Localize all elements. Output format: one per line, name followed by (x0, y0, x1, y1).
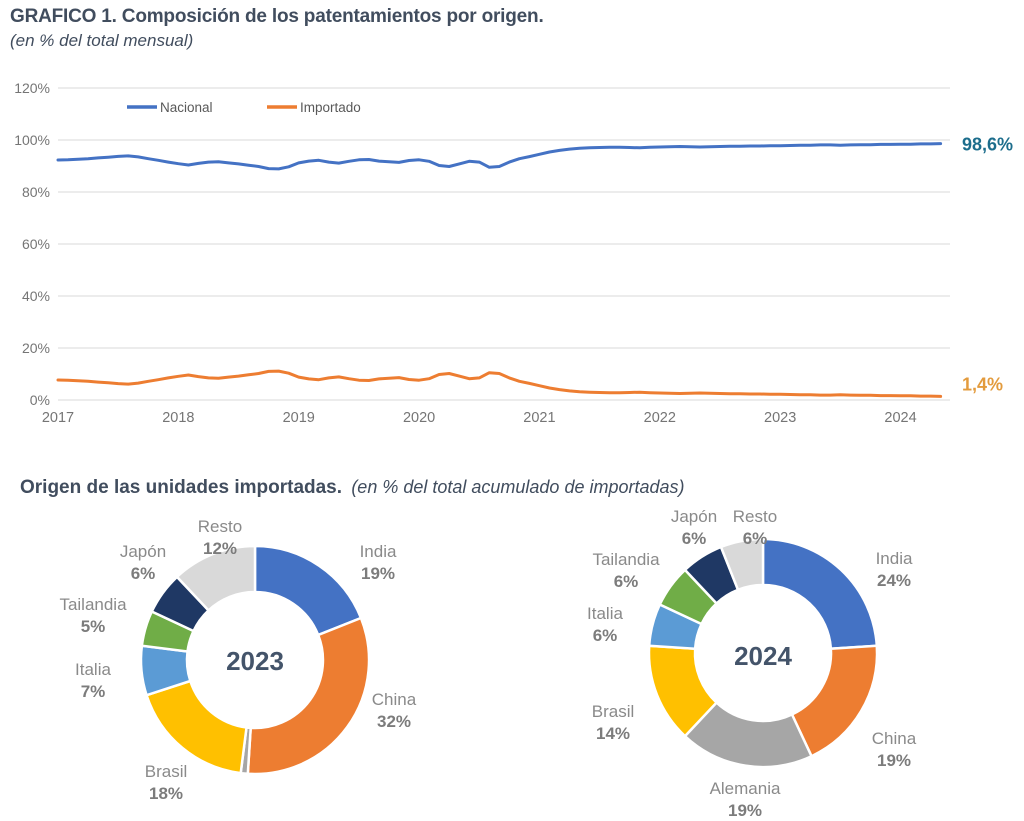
donut-label-value: 6% (742, 529, 768, 548)
x-tick-label-2017: 2017 (42, 410, 74, 426)
donut-2023-label-japon: Japón 6% (73, 541, 213, 585)
donut-2024-label-resto: Resto 6% (685, 506, 825, 550)
donut-2023-label-india: India 19% (308, 541, 448, 585)
donut-label-name: Alemania (709, 779, 781, 798)
section2-header: Origen de las unidades importadas. (en %… (20, 477, 685, 499)
donut-2023-label-italia: Italia 7% (23, 659, 163, 703)
series-line-importado (56, 369, 943, 398)
donut-label-name: Italia (75, 660, 111, 679)
donut-label-value: 6% (130, 564, 156, 583)
section2-title: Origen de las unidades importadas. (20, 477, 343, 498)
x-tick-label-2023: 2023 (764, 410, 796, 426)
x-tick-label-2020: 2020 (403, 410, 435, 426)
donut-2024-label-tailandia: Tailandia 6% (556, 549, 696, 593)
chart1-subtitle: (en % del total mensual) (10, 31, 194, 50)
y-tick-label-80: 80% (22, 184, 50, 200)
donut-2024-slice-india (761, 537, 879, 651)
chart1-title: GRAFICO 1. Composición de los patentamie… (10, 6, 544, 27)
donut-label-value: 7% (80, 682, 106, 701)
donut-label-value: 12% (202, 539, 238, 558)
line-chart: 0% 20% 40% 60% 80% 100% 120% 2017 2018 2019 2020 20… (14, 80, 1013, 426)
y-tick-label-0: 0% (30, 392, 50, 408)
donut-label-name: Japón (119, 542, 167, 561)
donut-label-name: Tailandia (59, 595, 127, 614)
end-label-nacional: 98,6% (962, 135, 1013, 155)
series-line-nacional (56, 142, 943, 171)
donut-label-name: Resto (732, 507, 778, 526)
donut-label-name: Tailandia (592, 550, 660, 569)
y-tick-label-120: 120% (14, 80, 50, 96)
donut-label-name: Italia (587, 604, 623, 623)
y-tick-label-40: 40% (22, 288, 50, 304)
donut-label-value: 5% (80, 617, 106, 636)
legend-label-importado: Importado (300, 100, 361, 115)
y-tick-label-100: 100% (14, 132, 50, 148)
donut-2024-label-brasil: Brasil 14% (543, 701, 683, 745)
donut-2023-label-brasil: Brasil 18% (96, 761, 236, 805)
donut-label-value: 6% (681, 529, 707, 548)
donut-label-value: 32% (376, 712, 412, 731)
donut-label-name: Resto (197, 517, 243, 536)
donut-2023-label-tailandia: Tailandia 5% (23, 594, 163, 638)
donut-label-value: 24% (876, 571, 912, 590)
x-tick-label-2018: 2018 (162, 410, 194, 426)
donut-label-value: 18% (148, 784, 184, 803)
donut-label-name: China (871, 729, 917, 748)
donut-2024-label-italia: Italia 6% (535, 603, 675, 647)
y-tick-label-20: 20% (22, 340, 50, 356)
donut-2023-label-resto: Resto 12% (150, 516, 290, 560)
donut-2024-year: 2024 (734, 641, 792, 671)
donut-2024-label-alemania: Alemania 19% (675, 778, 815, 821)
donut-label-name: India (875, 549, 913, 568)
legend-label-nacional: Nacional (160, 100, 213, 115)
donut-2024-slice-resto (719, 537, 765, 592)
donut-label-name: Brasil (591, 702, 635, 721)
donut-2023-slice-resto (175, 544, 257, 613)
donut-label-name: India (359, 542, 397, 561)
donut-label-value: 6% (613, 572, 639, 591)
donut-2024-label-india: India 24% (824, 548, 964, 592)
donut-2023-year: 2023 (226, 646, 284, 676)
donut-label-value: 19% (876, 751, 912, 770)
donut-label-name: China (371, 690, 417, 709)
donut-2024-label-japon: Japón 6% (624, 506, 764, 550)
donut-label-name: Japón (670, 507, 718, 526)
x-tick-label-2024: 2024 (884, 410, 916, 426)
donut-label-value: 19% (727, 801, 763, 820)
end-label-importado: 1,4% (962, 374, 1003, 394)
y-tick-label-60: 60% (22, 236, 50, 252)
x-tick-label-2022: 2022 (644, 410, 676, 426)
donut-label-value: 14% (595, 724, 631, 743)
donut-2023-slice-china (246, 616, 371, 776)
donut-label-name: Brasil (144, 762, 188, 781)
donut-label-value: 6% (592, 626, 618, 645)
donut-2024-label-china: China 19% (824, 728, 964, 772)
section2-subtitle: (en % del total acumulado de importadas) (351, 477, 685, 497)
x-tick-label-2019: 2019 (283, 410, 315, 426)
donut-2023-label-china: China 32% (324, 689, 464, 733)
donut-label-value: 19% (360, 564, 396, 583)
x-tick-label-2021: 2021 (523, 410, 555, 426)
